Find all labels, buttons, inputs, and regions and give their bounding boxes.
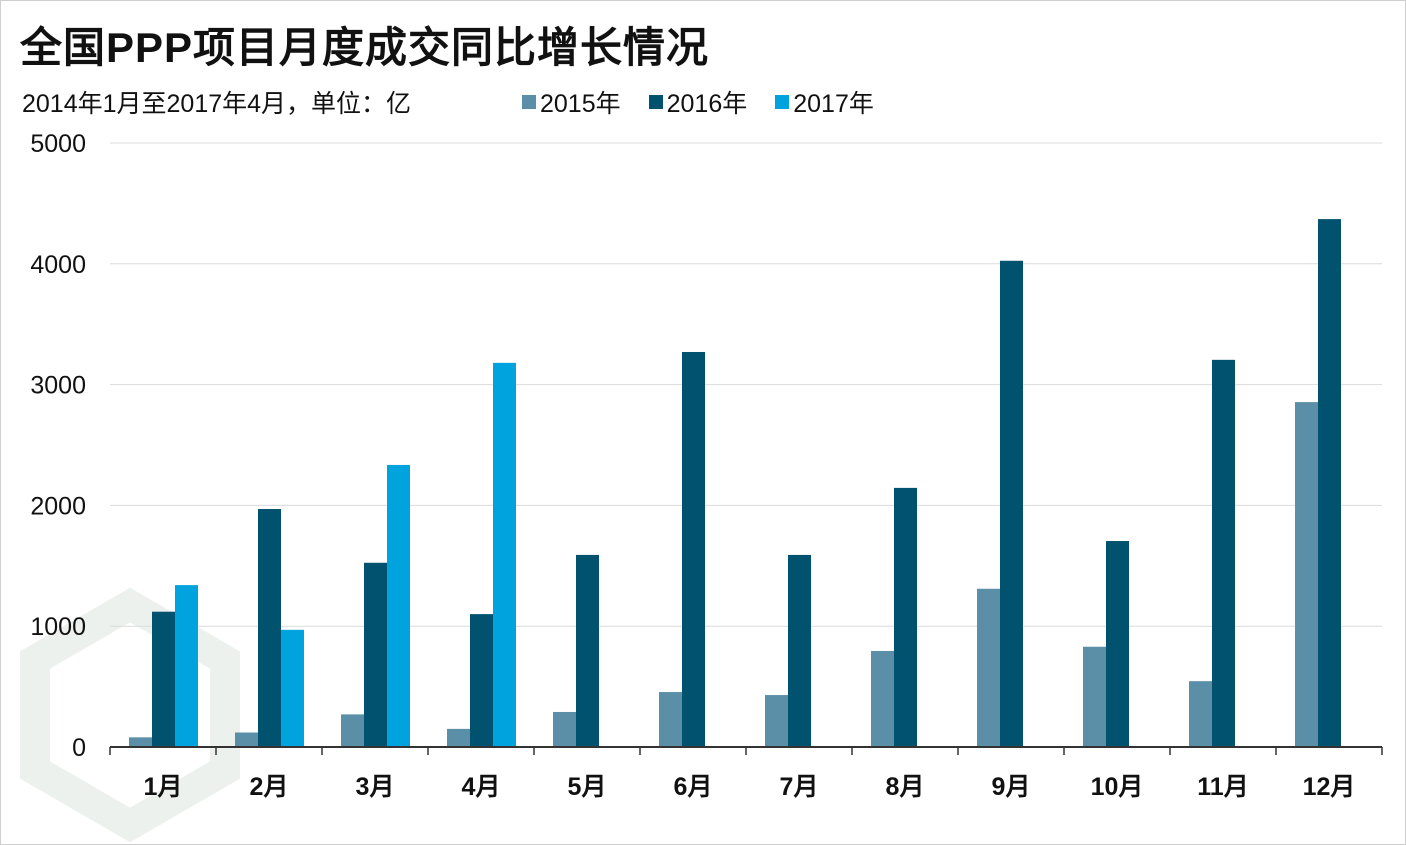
legend-label: 2015年 bbox=[540, 90, 621, 118]
y-tick-label: 4000 bbox=[30, 251, 86, 279]
bar-2015年-1月 bbox=[129, 737, 152, 747]
bar-2016年-6月 bbox=[682, 351, 705, 747]
legend: 2015年 2016年 2017年 bbox=[522, 84, 874, 120]
x-tick-label: 12月 bbox=[1303, 773, 1356, 801]
x-tick-label: 5月 bbox=[568, 773, 607, 801]
legend-item-2017: 2017年 bbox=[775, 84, 874, 120]
bar-2015年-9月 bbox=[977, 588, 1000, 747]
x-tick-label: 4月 bbox=[462, 773, 501, 801]
bar-2016年-12月 bbox=[1318, 219, 1341, 747]
bar-2015年-11月 bbox=[1189, 681, 1212, 747]
bar-2016年-8月 bbox=[894, 487, 917, 747]
bar-2016年-5月 bbox=[576, 554, 599, 747]
legend-swatch bbox=[522, 95, 536, 109]
bar-2017年-3月 bbox=[387, 464, 410, 747]
legend-item-2015: 2015年 bbox=[522, 84, 621, 120]
bar-2016年-3月 bbox=[364, 562, 387, 747]
bar-2015年-3月 bbox=[341, 714, 364, 747]
bar-2015年-5月 bbox=[553, 711, 576, 747]
x-tick-label: 11月 bbox=[1197, 773, 1248, 801]
legend-swatch bbox=[648, 95, 663, 109]
legend-label: 2016年 bbox=[666, 90, 748, 118]
y-tick-label: 5000 bbox=[30, 130, 86, 158]
x-tick-label: 7月 bbox=[780, 773, 819, 801]
bar-2017年-4月 bbox=[493, 362, 516, 747]
bar-2015年-2月 bbox=[235, 732, 258, 747]
y-tick-label: 3000 bbox=[30, 372, 86, 400]
bar-2016年-2月 bbox=[258, 509, 281, 747]
bar-2016年-1月 bbox=[152, 611, 175, 747]
bar-2016年-9月 bbox=[1000, 260, 1023, 747]
bar-2016年-10月 bbox=[1106, 541, 1129, 747]
y-tick-label: 0 bbox=[72, 734, 86, 762]
x-tick-label: 9月 bbox=[992, 773, 1031, 801]
chart-title: 全国PPP项目月度成交同比增长情况 bbox=[20, 24, 710, 71]
bar-2015年-6月 bbox=[659, 692, 682, 747]
watermark-logo-icon bbox=[20, 587, 240, 843]
y-tick-label: 2000 bbox=[30, 492, 86, 520]
bar-2016年-4月 bbox=[470, 614, 493, 747]
legend-label: 2017年 bbox=[793, 90, 874, 118]
bar-2015年-4月 bbox=[447, 728, 470, 747]
bar-2017年-1月 bbox=[175, 585, 198, 747]
x-tick-label: 8月 bbox=[886, 773, 925, 801]
legend-item-2016: 2016年 bbox=[648, 84, 748, 120]
bar-2015年-12月 bbox=[1295, 402, 1318, 747]
bar-2016年-11月 bbox=[1212, 359, 1235, 747]
bar-2015年-10月 bbox=[1083, 646, 1106, 747]
x-tick-label: 2月 bbox=[250, 773, 289, 801]
bar-2016年-7月 bbox=[788, 554, 811, 747]
chart-subtitle: 2014年1月至2017年4月，单位：亿 bbox=[22, 90, 412, 118]
x-tick-label: 10月 bbox=[1091, 773, 1144, 801]
bar-2017年-2月 bbox=[281, 629, 304, 747]
bar-2015年-8月 bbox=[871, 650, 894, 747]
x-tick-label: 6月 bbox=[674, 773, 713, 801]
legend-swatch bbox=[775, 95, 790, 109]
bar-2015年-7月 bbox=[765, 695, 788, 747]
x-tick-label: 1月 bbox=[144, 773, 183, 801]
x-tick-label: 3月 bbox=[356, 773, 395, 801]
y-tick-label: 1000 bbox=[30, 613, 86, 641]
